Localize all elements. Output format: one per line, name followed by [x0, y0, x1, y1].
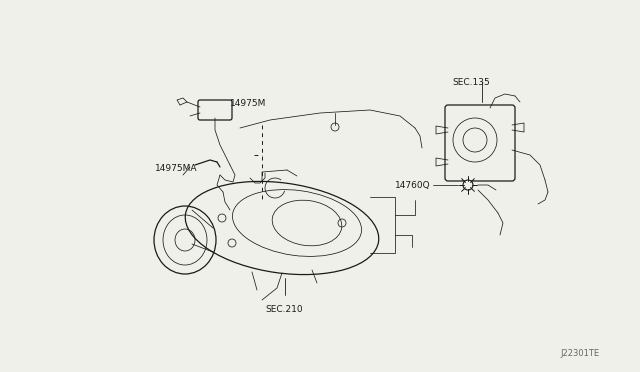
Text: 14975M: 14975M — [230, 99, 266, 108]
Text: SEC.210: SEC.210 — [265, 305, 303, 314]
Text: 14975MA: 14975MA — [155, 164, 198, 173]
Text: 14760Q: 14760Q — [395, 180, 431, 189]
Text: SEC.135: SEC.135 — [452, 77, 490, 87]
Text: J22301TE: J22301TE — [561, 350, 600, 359]
Circle shape — [463, 180, 473, 190]
